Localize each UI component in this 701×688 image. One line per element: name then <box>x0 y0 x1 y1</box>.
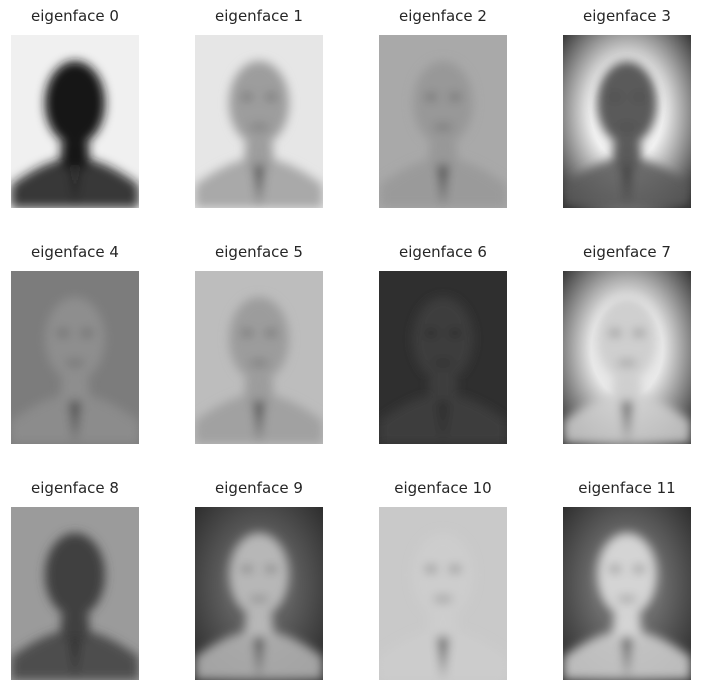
eigenface-title: eigenface 9 <box>215 479 303 497</box>
eigenface-title: eigenface 11 <box>578 479 676 497</box>
eigenface-image <box>379 271 507 444</box>
eigenface-title: eigenface 0 <box>31 7 119 25</box>
eigenface-title: eigenface 4 <box>31 243 119 261</box>
eigenface-image <box>11 271 139 444</box>
eigenface-image <box>11 35 139 208</box>
eigenface-title: eigenface 1 <box>215 7 303 25</box>
eigenface-title: eigenface 10 <box>394 479 492 497</box>
eigenface-title: eigenface 7 <box>583 243 671 261</box>
eigenface-title: eigenface 8 <box>31 479 119 497</box>
eigenface-image <box>563 507 691 680</box>
eigenface-image <box>195 35 323 208</box>
eigenface-image <box>563 35 691 208</box>
eigenface-title: eigenface 3 <box>583 7 671 25</box>
eigenface-image <box>195 271 323 444</box>
eigenface-image <box>379 507 507 680</box>
eigenface-title: eigenface 5 <box>215 243 303 261</box>
eigenface-image <box>563 271 691 444</box>
eigenface-image <box>195 507 323 680</box>
eigenface-title: eigenface 2 <box>399 7 487 25</box>
eigenface-image <box>11 507 139 680</box>
eigenface-title: eigenface 6 <box>399 243 487 261</box>
eigenface-image <box>379 35 507 208</box>
